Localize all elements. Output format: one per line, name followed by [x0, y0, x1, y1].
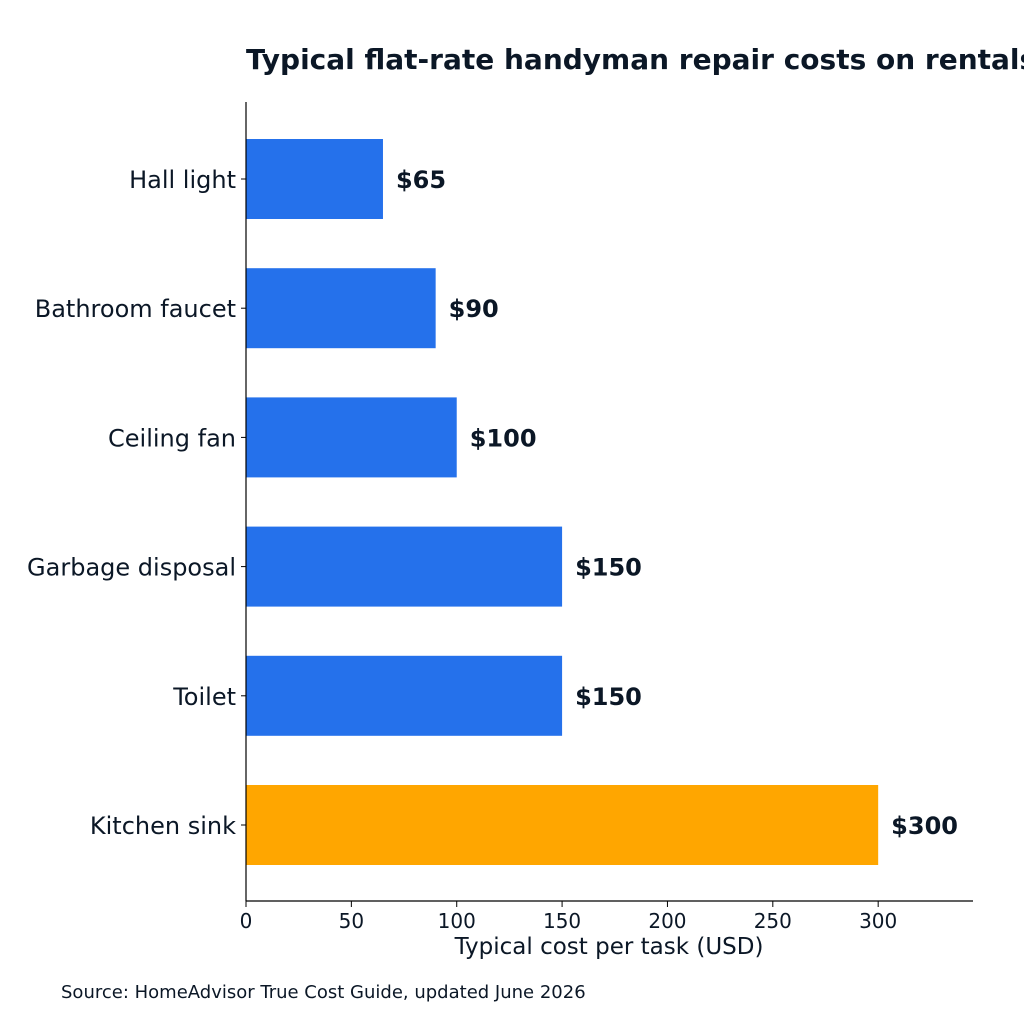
bar-ceiling-fan: [246, 397, 457, 478]
value-label: $300: [891, 812, 958, 840]
bar-bathroom-faucet: [246, 268, 436, 349]
value-label: $100: [470, 424, 537, 452]
category-label: Ceiling fan: [108, 424, 236, 452]
x-tick-label: 250: [754, 909, 792, 933]
value-label: $65: [396, 166, 446, 194]
category-label: Garbage disposal: [27, 554, 236, 582]
x-tick-label: 200: [648, 909, 686, 933]
value-label: $150: [575, 683, 642, 711]
x-tick-label: 150: [543, 909, 581, 933]
x-tick-label: 50: [339, 909, 364, 933]
category-label: Hall light: [129, 166, 236, 194]
bars-layer: $65 $90 $100 $150 $150 $300: [246, 139, 958, 865]
source-note: Source: HomeAdvisor True Cost Guide, upd…: [61, 982, 586, 1003]
category-label: Toilet: [172, 683, 236, 711]
category-label: Kitchen sink: [90, 812, 236, 840]
category-label: Bathroom faucet: [35, 295, 236, 323]
x-axis-label: Typical cost per task (USD): [454, 934, 764, 960]
value-label: $90: [449, 295, 499, 323]
x-tick-label: 0: [240, 909, 253, 933]
chart-title: Typical flat-rate handyman repair costs …: [246, 43, 1024, 76]
x-tick-label: 300: [859, 909, 897, 933]
bar-hall-light: [246, 139, 383, 219]
axes-layer: Hall light Bathroom faucet Ceiling fan Garb…: [27, 102, 973, 933]
bar-garbage-disposal: [246, 526, 563, 607]
value-label: $150: [575, 554, 642, 582]
x-tick-label: 100: [438, 909, 476, 933]
bar-kitchen-sink: [246, 785, 879, 865]
bar-toilet: [246, 655, 563, 736]
